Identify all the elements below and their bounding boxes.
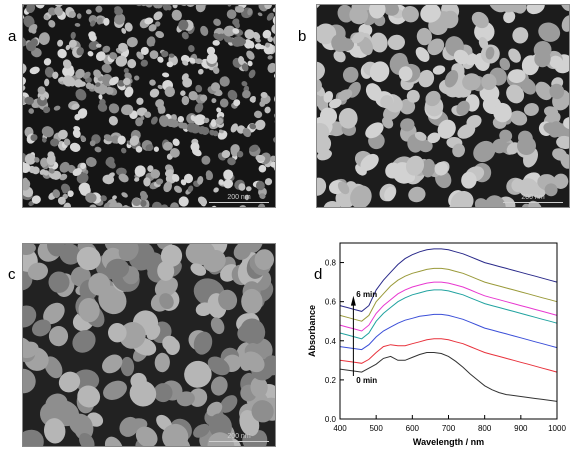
series-line-0 bbox=[339, 352, 558, 402]
series-line-1 bbox=[339, 338, 558, 373]
scale-bar-b: 200 nm bbox=[503, 194, 563, 203]
time-arrow-head bbox=[350, 295, 356, 306]
x-tick-label-5: 900 bbox=[514, 424, 528, 433]
series-line-6 bbox=[339, 248, 558, 312]
panel-label-c: c bbox=[8, 266, 16, 283]
sem-micrograph-c: 200 nm bbox=[22, 243, 276, 447]
micrograph-b-texture bbox=[317, 5, 569, 207]
x-tick-label-2: 600 bbox=[406, 424, 420, 433]
series-line-3 bbox=[339, 289, 558, 340]
panel-label-d: d bbox=[314, 266, 323, 283]
sem-micrograph-b: 200 nm bbox=[316, 4, 570, 208]
series-line-5 bbox=[339, 267, 558, 322]
x-tick-label-3: 700 bbox=[442, 424, 456, 433]
panel-label-b: b bbox=[298, 28, 307, 45]
absorbance-chart: 400 500 600 700 800 900 1000 0.0 0.2 0.4 0.6 0.8 Wav… bbox=[307, 242, 566, 447]
x-tick-label-4: 800 bbox=[478, 424, 492, 433]
series-line-2 bbox=[339, 313, 558, 351]
y-tick-label-0: 0.0 bbox=[325, 415, 337, 424]
x-tick-label-1: 500 bbox=[369, 424, 383, 433]
micrograph-c-texture bbox=[23, 244, 275, 446]
y-axis-label: Absorbance bbox=[307, 305, 317, 357]
sem-micrograph-a: 200 nm bbox=[22, 4, 276, 208]
annotation-0: 6 min bbox=[356, 290, 377, 299]
series-line-4 bbox=[339, 281, 558, 332]
scale-bar-c: 200 nm bbox=[209, 433, 269, 442]
x-axis-label: Wavelength / nm bbox=[413, 437, 484, 447]
annotation-1: 0 min bbox=[356, 376, 377, 385]
panel-label-a: a bbox=[8, 28, 17, 45]
y-tick-label-1: 0.2 bbox=[325, 376, 337, 385]
scale-bar-a: 200 nm bbox=[209, 194, 269, 203]
y-tick-label-2: 0.4 bbox=[325, 337, 337, 346]
x-tick-label-0: 400 bbox=[333, 424, 347, 433]
y-tick-label-3: 0.6 bbox=[325, 298, 337, 307]
micrograph-a-texture bbox=[23, 5, 275, 207]
y-tick-label-4: 0.8 bbox=[325, 259, 337, 268]
x-tick-label-6: 1000 bbox=[548, 424, 566, 433]
